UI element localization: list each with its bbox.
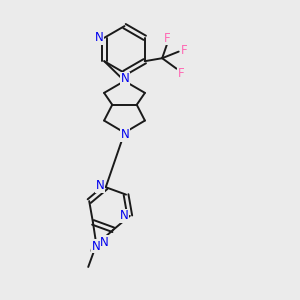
Text: N: N xyxy=(94,31,103,44)
Text: N: N xyxy=(92,240,100,253)
Text: F: F xyxy=(164,32,171,45)
Text: N: N xyxy=(96,179,105,192)
Text: N: N xyxy=(121,128,130,141)
Text: N: N xyxy=(121,72,130,86)
Text: N: N xyxy=(100,236,109,249)
Text: N: N xyxy=(120,209,129,222)
Text: F: F xyxy=(178,67,184,80)
Text: F: F xyxy=(181,44,188,57)
